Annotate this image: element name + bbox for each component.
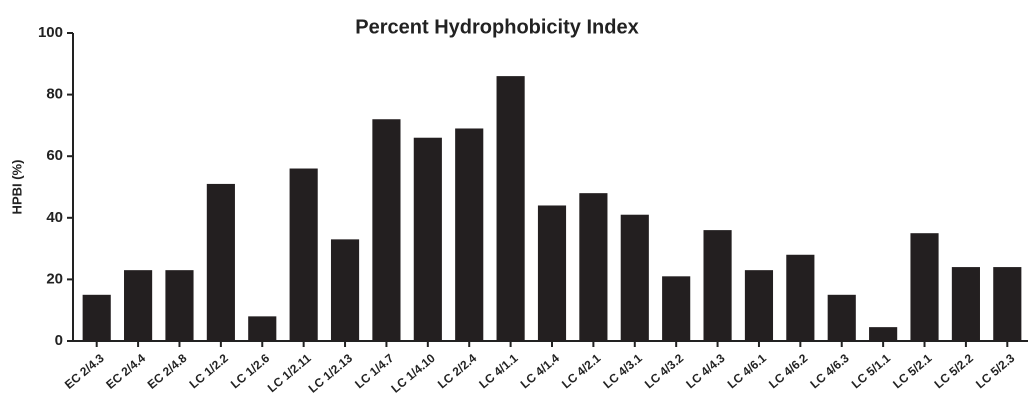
x-tick-label: LC 4/1.1 bbox=[476, 351, 521, 392]
bar bbox=[910, 233, 939, 341]
x-tick-label: LC 4/3.1 bbox=[600, 351, 645, 392]
bar bbox=[786, 254, 815, 341]
y-tick-label: 80 bbox=[46, 86, 63, 103]
x-tick-label: LC 1/2.2 bbox=[187, 351, 232, 392]
bar bbox=[455, 128, 484, 341]
bar bbox=[82, 294, 111, 341]
x-tick-label: EC 2/4.3 bbox=[62, 351, 107, 392]
x-tick-label: LC 5/2.3 bbox=[973, 351, 1018, 392]
x-tick-label: LC 4/1.4 bbox=[518, 351, 563, 392]
y-tick-label: 0 bbox=[55, 332, 63, 349]
x-tick-label: LC 5/1.1 bbox=[849, 351, 894, 392]
y-tick-label: 40 bbox=[46, 209, 63, 226]
bar bbox=[744, 270, 774, 341]
bar bbox=[869, 327, 898, 341]
bar bbox=[330, 239, 360, 341]
bar bbox=[827, 294, 856, 341]
bar bbox=[165, 270, 194, 341]
y-axis-label: HPBI (%) bbox=[9, 160, 24, 215]
x-tick-label: LC 1/2.13 bbox=[306, 351, 356, 396]
x-tick-label: LC 2/2.4 bbox=[435, 351, 480, 392]
bar bbox=[579, 193, 608, 341]
bar bbox=[620, 214, 649, 341]
x-tick-label: LC 5/2.2 bbox=[932, 351, 977, 392]
y-tick-label: 60 bbox=[46, 147, 63, 164]
x-tick-label: LC 5/2.1 bbox=[890, 351, 935, 392]
bar bbox=[413, 137, 442, 341]
bar bbox=[662, 276, 691, 341]
y-tick-label: 20 bbox=[46, 270, 63, 287]
x-tick-label: EC 2/4.8 bbox=[145, 351, 190, 392]
y-tick-label: 100 bbox=[38, 24, 63, 41]
x-tick-label: LC 4/6.2 bbox=[766, 351, 811, 392]
bar bbox=[248, 316, 277, 341]
x-tick-label: LC 1/4.10 bbox=[388, 351, 438, 396]
bar bbox=[372, 119, 401, 342]
bar bbox=[951, 267, 980, 341]
bar bbox=[289, 168, 318, 341]
x-tick-label: LC 4/2.1 bbox=[559, 351, 604, 392]
bar bbox=[703, 230, 732, 341]
x-tick-label: LC 4/3.2 bbox=[642, 351, 687, 392]
bar bbox=[496, 76, 525, 342]
bar bbox=[993, 267, 1022, 341]
x-tick-label: LC 4/6.1 bbox=[725, 351, 770, 392]
x-tick-label: LC 4/4.3 bbox=[683, 351, 728, 392]
x-tick-label: EC 2/4.4 bbox=[103, 351, 148, 392]
x-tick-label: LC 4/6.3 bbox=[807, 351, 852, 392]
chart-title: Percent Hydrophobicity Index bbox=[355, 16, 638, 38]
bar bbox=[537, 205, 567, 341]
x-tick-label: LC 1/2.11 bbox=[265, 351, 314, 395]
bar bbox=[206, 183, 235, 341]
bar bbox=[124, 270, 153, 341]
